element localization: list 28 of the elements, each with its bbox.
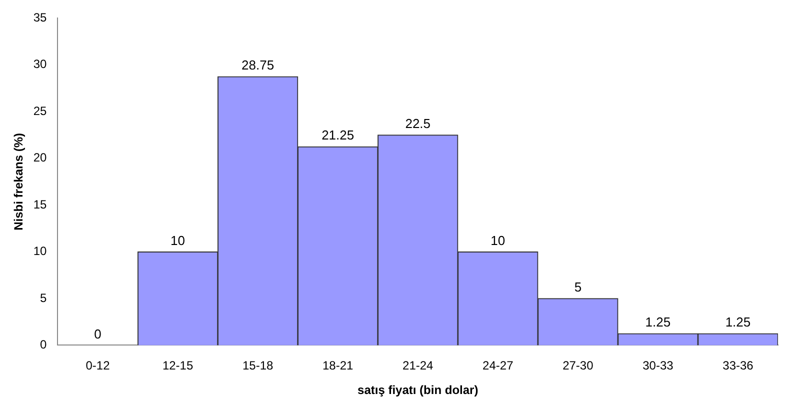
y-tick-label: 15 — [33, 197, 48, 212]
data-label: 10 — [170, 232, 186, 248]
y-tick-label: 25 — [33, 104, 48, 118]
x-tick-label: 24-27 — [482, 358, 514, 373]
x-tick-label: 33-36 — [722, 358, 754, 373]
data-label: 28.75 — [242, 58, 274, 73]
data-label: 5 — [574, 280, 582, 295]
data-label: 21.25 — [322, 128, 354, 143]
y-tick-label: 0 — [40, 338, 48, 352]
y-tick-label: 10 — [33, 244, 48, 258]
y-tick-label: 20 — [33, 150, 48, 165]
x-tick-label: 18-21 — [322, 358, 354, 373]
data-label: 1.25 — [725, 314, 751, 330]
x-tick-label: 30-33 — [642, 358, 674, 373]
data-label: 22.5 — [405, 116, 431, 132]
x-tick-label: 0-12 — [86, 358, 110, 373]
y-axis-title: Nisbi frekans (%) — [12, 133, 26, 230]
x-tick-label: 15-18 — [242, 358, 274, 373]
x-tick-label: 21-24 — [402, 358, 434, 373]
data-label: 1.25 — [645, 314, 671, 330]
y-tick-label: 35 — [33, 10, 48, 25]
x-axis-title: satış fiyatı (bin dolar) — [358, 383, 478, 398]
x-tick-label: 12-15 — [162, 358, 194, 373]
x-tick-label: 27-30 — [562, 358, 594, 373]
y-tick-label: 5 — [40, 290, 48, 305]
data-label: 10 — [490, 232, 506, 248]
y-tick-label: 30 — [33, 57, 48, 72]
data-label: 0 — [94, 326, 102, 342]
